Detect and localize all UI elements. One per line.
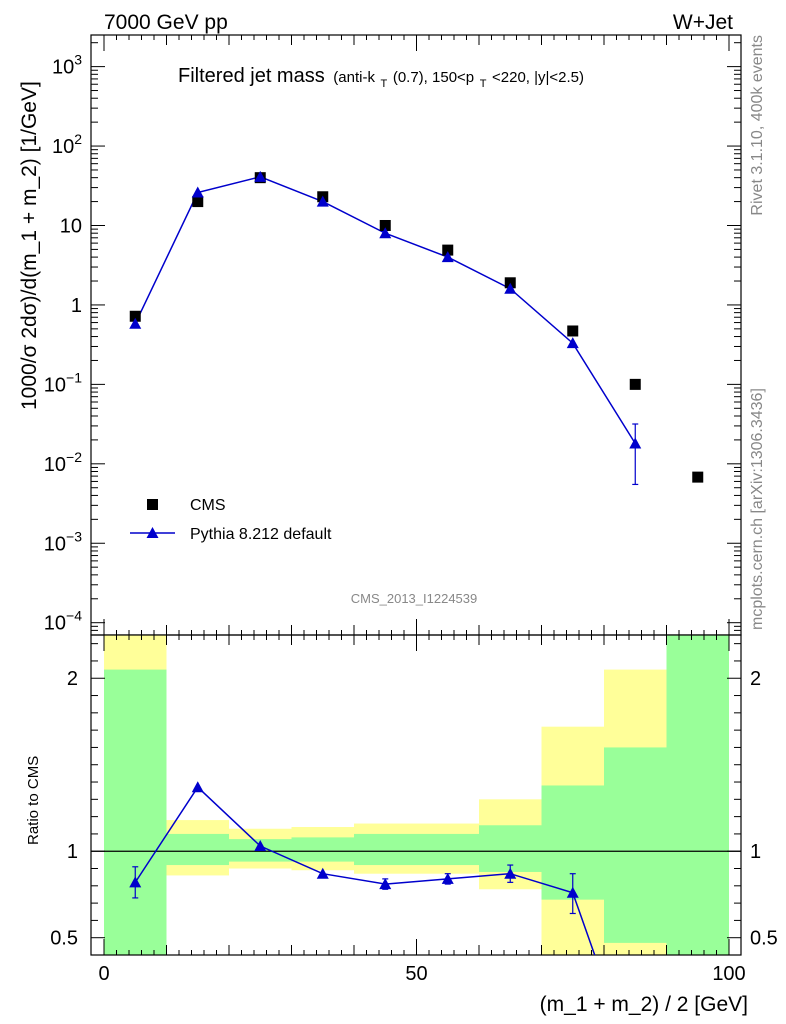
title-sub-1: (anti-k [333, 69, 375, 86]
header-process: W+Jet [673, 11, 733, 34]
main-ytick-label: 10−1 [44, 369, 82, 396]
uncertainty-band-inner [604, 747, 667, 943]
mcplots-label: mcplots.cern.ch [arXiv:1306.3436] [749, 388, 766, 630]
ratio-ytick-label: 2 [67, 668, 78, 690]
pythia-data-point [566, 337, 579, 349]
cms-data-point [692, 471, 704, 483]
uncertainty-band-inner [666, 635, 729, 955]
pythia-data-point [379, 227, 392, 239]
title-sub-2: (0.7), 150<p [393, 69, 474, 86]
legend-pythia-marker [146, 527, 159, 538]
uncertainty-band-inner [166, 833, 229, 866]
main-ytick-label: 10−2 [44, 449, 82, 476]
pythia-data-point [191, 186, 204, 198]
legend-cms-marker [147, 499, 158, 510]
legend: CMS Pythia 8.212 default [130, 497, 332, 543]
main-ytick-label: 10−3 [44, 528, 82, 555]
ratio-data-point [504, 867, 517, 879]
legend-pythia-label: Pythia 8.212 default [190, 526, 332, 543]
cms-data-point [629, 378, 641, 390]
ratio-data-point [566, 886, 579, 898]
main-ylabel: 1000/σ 2dσ)/d(m_1 + m_2) [1/GeV] [18, 81, 41, 410]
analysis-watermark: CMS_2013_I1224539 [351, 591, 478, 606]
pythia-line [134, 176, 636, 444]
uncertainty-band-inner [291, 837, 354, 862]
rivet-label: Rivet 3.1.10, 400k events [749, 35, 766, 216]
pythia-data-point [504, 282, 517, 294]
main-ytick-label: 103 [52, 52, 82, 79]
ratio-data-point [316, 867, 329, 879]
ratio-ytick-label-right: 2 [750, 668, 761, 690]
cms-data-point [567, 325, 579, 337]
uncertainty-band-inner [354, 833, 417, 866]
uncertainty-band-inner [479, 825, 542, 872]
ratio-data-point [379, 878, 392, 890]
cms-data-point [192, 196, 204, 208]
chart-title: Filtered jet mass (anti-k T (0.7), 150<p… [178, 65, 584, 92]
ratio-xtick-label: 100 [712, 963, 745, 985]
ratio-data-point [254, 840, 267, 852]
main-ytick-label: 1 [71, 295, 82, 317]
ratio-ytick-label-right: 0.5 [750, 928, 778, 950]
title-sub-t2: T [480, 78, 487, 90]
ratio-data-point [191, 781, 204, 793]
title-sub-3: <220, |y|<2.5) [492, 69, 584, 86]
title-sub-t1: T [381, 78, 388, 90]
cms-data-point [379, 219, 391, 231]
cms-data-point [129, 310, 141, 322]
ratio-data-point [129, 876, 142, 888]
main-frame [90, 34, 742, 636]
main-ytick-label: 102 [52, 131, 82, 158]
ratio-ytick-label: 0.5 [50, 928, 78, 950]
pythia-data-point [441, 251, 454, 263]
pythia-data-point [629, 437, 642, 449]
ratio-ytick-label: 1 [67, 841, 78, 863]
pythia-data-point [254, 170, 267, 182]
ratio-xtick-label: 50 [405, 963, 427, 985]
ratio-panel: 0.5 0.5 1 1 2 2 0 50 100 [50, 634, 778, 985]
pythia-data-point [129, 317, 142, 329]
title-main: Filtered jet mass [178, 65, 325, 87]
legend-cms-label: CMS [190, 497, 226, 514]
ratio-xlabel: (m_1 + m_2) / 2 [GeV] [540, 993, 748, 1016]
ratio-ylabel: Ratio to CMS [25, 756, 42, 845]
ratio-ytick-label-right: 1 [750, 841, 761, 863]
pythia-data-point [316, 195, 329, 207]
uncertainty-band-inner [416, 833, 479, 866]
header-energy: 7000 GeV pp [104, 11, 228, 34]
ratio-xtick-label: 0 [98, 963, 109, 985]
uncertainty-band-inner [104, 669, 167, 955]
main-ytick-label: 10 [60, 215, 82, 237]
cms-data-point [442, 244, 454, 256]
ratio-data-point [441, 872, 454, 884]
main-ytick-label: 10−4 [44, 608, 82, 635]
